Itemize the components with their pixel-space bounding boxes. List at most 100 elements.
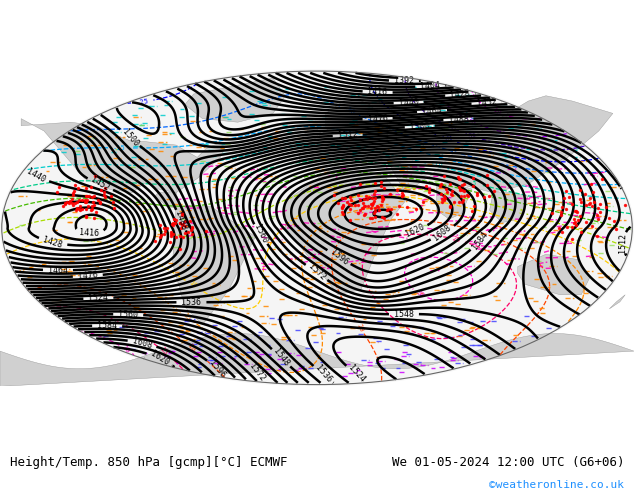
Text: 5: 5: [517, 209, 523, 216]
Point: [87, 205, 98, 213]
Point: [373, 203, 383, 211]
Point: [356, 196, 366, 204]
Point: [62, 198, 72, 206]
Point: [436, 180, 446, 188]
Point: [462, 191, 472, 199]
Point: [89, 215, 100, 222]
Text: 1416: 1416: [367, 87, 388, 97]
Text: 1548: 1548: [394, 310, 414, 318]
Point: [581, 218, 591, 226]
Point: [89, 192, 99, 200]
Text: 1428: 1428: [450, 89, 470, 100]
Point: [445, 180, 455, 188]
Point: [392, 186, 402, 194]
Point: [455, 185, 465, 193]
Point: [479, 194, 489, 201]
Point: [68, 191, 78, 198]
Text: 1464: 1464: [422, 106, 443, 117]
Point: [585, 194, 595, 202]
Point: [355, 180, 365, 188]
Point: [363, 202, 373, 210]
Point: [437, 195, 447, 203]
Point: [441, 194, 451, 201]
Ellipse shape: [0, 70, 634, 386]
Point: [165, 238, 175, 246]
Text: ©weatheronline.co.uk: ©weatheronline.co.uk: [489, 480, 624, 490]
Point: [81, 198, 91, 206]
Text: We 01-05-2024 12:00 UTC (G6+06): We 01-05-2024 12:00 UTC (G6+06): [392, 456, 624, 469]
Text: 1548: 1548: [271, 347, 290, 368]
Point: [81, 196, 91, 204]
Point: [468, 174, 478, 182]
Point: [68, 189, 79, 197]
Point: [436, 190, 446, 197]
Point: [328, 191, 339, 199]
Text: 1440: 1440: [25, 168, 47, 185]
Point: [100, 184, 110, 192]
Point: [459, 187, 469, 195]
Point: [355, 206, 365, 214]
Text: 1524: 1524: [346, 364, 366, 385]
Point: [346, 201, 356, 209]
Point: [100, 188, 110, 196]
Point: [379, 214, 389, 221]
Point: [411, 205, 421, 213]
Point: [77, 196, 87, 204]
Point: [84, 193, 94, 200]
Point: [337, 203, 347, 211]
Point: [168, 230, 178, 238]
Point: [467, 207, 477, 215]
Point: [421, 182, 431, 190]
Point: [183, 228, 193, 236]
Point: [398, 192, 408, 200]
Point: [365, 214, 375, 222]
Point: [592, 232, 602, 240]
Point: [157, 231, 167, 239]
Point: [187, 222, 197, 230]
Point: [51, 188, 61, 196]
Point: [177, 211, 187, 219]
Point: [95, 198, 105, 206]
Point: [595, 208, 605, 216]
Point: [567, 223, 577, 231]
Polygon shape: [609, 295, 625, 309]
Point: [67, 195, 77, 203]
Text: 1512: 1512: [337, 130, 358, 141]
Point: [385, 206, 396, 214]
Point: [72, 204, 82, 212]
Point: [382, 206, 392, 214]
Point: [449, 198, 459, 206]
Point: [377, 193, 387, 200]
Text: 1452: 1452: [89, 175, 111, 194]
Point: [186, 226, 196, 234]
Polygon shape: [546, 150, 567, 172]
Text: 1584: 1584: [470, 230, 489, 252]
Point: [560, 205, 571, 213]
Point: [453, 198, 463, 206]
Point: [333, 199, 344, 207]
Point: [369, 197, 379, 205]
Text: 1392: 1392: [394, 76, 414, 86]
Point: [560, 187, 571, 195]
Text: 1500: 1500: [120, 127, 140, 148]
Point: [377, 178, 387, 186]
Point: [557, 203, 567, 211]
Point: [166, 230, 176, 238]
Point: [175, 219, 185, 226]
Point: [365, 194, 375, 201]
Point: [370, 204, 380, 212]
Point: [373, 206, 384, 214]
Text: 15: 15: [181, 311, 191, 321]
Point: [70, 199, 80, 207]
Point: [457, 186, 467, 194]
Point: [378, 194, 388, 202]
Text: -25: -25: [439, 133, 453, 144]
Point: [588, 189, 598, 196]
Point: [439, 193, 449, 200]
Point: [453, 173, 463, 181]
Point: [571, 207, 581, 215]
Point: [344, 200, 354, 208]
Point: [611, 225, 621, 233]
Point: [360, 210, 370, 218]
Text: 30: 30: [415, 289, 425, 299]
